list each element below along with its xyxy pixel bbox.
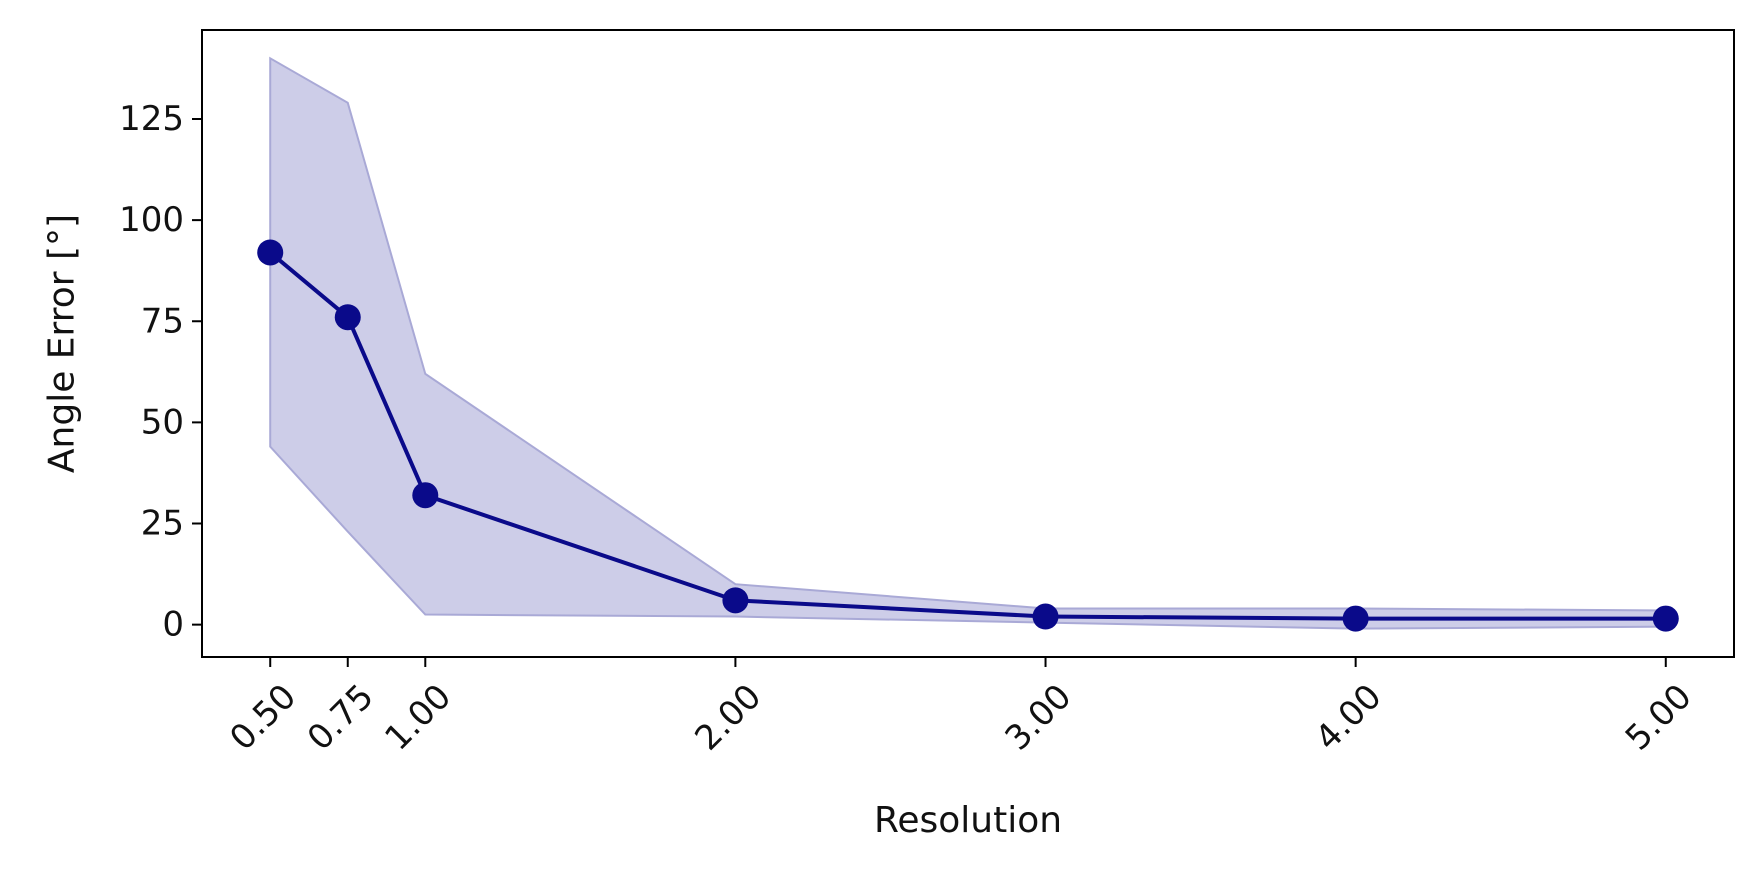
x-axis-ticks: 0.500.751.00 2.00 3.00 4.00 5.00: [222, 657, 1700, 759]
data-point: [1342, 605, 1369, 632]
series-line-segment: [423, 493, 738, 603]
x-tick-label: 0.50: [222, 677, 304, 759]
x-tick-label: 3.00: [998, 677, 1080, 759]
y-axis-title: Angle Error [°]: [42, 214, 83, 473]
data-point: [412, 482, 439, 509]
y-tick-label: 50: [141, 402, 184, 442]
x-tick-label: 1.00: [377, 677, 459, 759]
series-line-segment: [733, 598, 1048, 619]
data-point: [334, 304, 361, 331]
y-tick-label: 125: [119, 99, 184, 139]
x-tick-label: 4.00: [1308, 677, 1390, 759]
x-tick-label: 2.00: [687, 677, 769, 759]
confidence-band-layer: [269, 56, 1667, 630]
data-points-layer: [257, 239, 1679, 632]
data-point: [1652, 605, 1679, 632]
y-tick-label: 75: [141, 301, 184, 341]
data-point: [257, 239, 284, 266]
x-tick-label: 5.00: [1618, 677, 1700, 759]
confidence-band: [269, 56, 1667, 630]
series-line-segment: [1043, 614, 1358, 621]
data-point: [1032, 603, 1059, 630]
y-tick-label: 0: [162, 605, 184, 645]
y-tick-label: 25: [141, 504, 184, 544]
data-point: [722, 587, 749, 614]
y-tick-label: 100: [119, 200, 184, 240]
x-axis-title: Resolution: [874, 800, 1062, 841]
series-line-segment: [345, 315, 428, 498]
series-line-layer: [268, 250, 1668, 621]
series-line-segment: [268, 250, 350, 320]
y-axis-ticks: 0 25 50 75 100 125: [119, 99, 202, 645]
plot-frame: [201, 29, 1735, 658]
x-tick-label: 0.75: [300, 677, 382, 759]
